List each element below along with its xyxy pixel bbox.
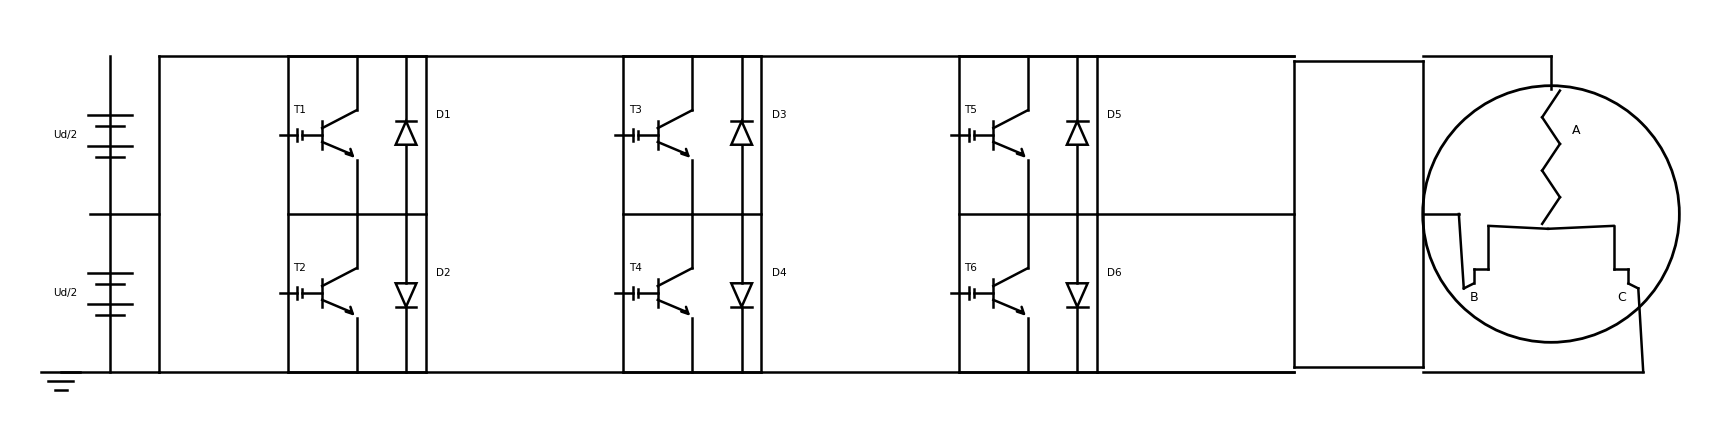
Text: D4: D4 [773, 268, 786, 278]
Text: D5: D5 [1108, 110, 1121, 120]
Text: D1: D1 [436, 110, 451, 120]
Text: D2: D2 [436, 268, 451, 278]
Text: D3: D3 [773, 110, 786, 120]
Text: T5: T5 [963, 106, 977, 115]
Text: Ud/2: Ud/2 [54, 130, 78, 140]
Text: D6: D6 [1108, 268, 1121, 278]
Text: Ud/2: Ud/2 [54, 288, 78, 298]
Text: T6: T6 [963, 263, 977, 273]
Text: C: C [1618, 291, 1627, 304]
Text: T1: T1 [293, 106, 306, 115]
Text: T2: T2 [293, 263, 306, 273]
Text: B: B [1470, 291, 1479, 304]
Text: T3: T3 [628, 106, 642, 115]
Text: A: A [1571, 124, 1580, 137]
Text: T4: T4 [628, 263, 642, 273]
